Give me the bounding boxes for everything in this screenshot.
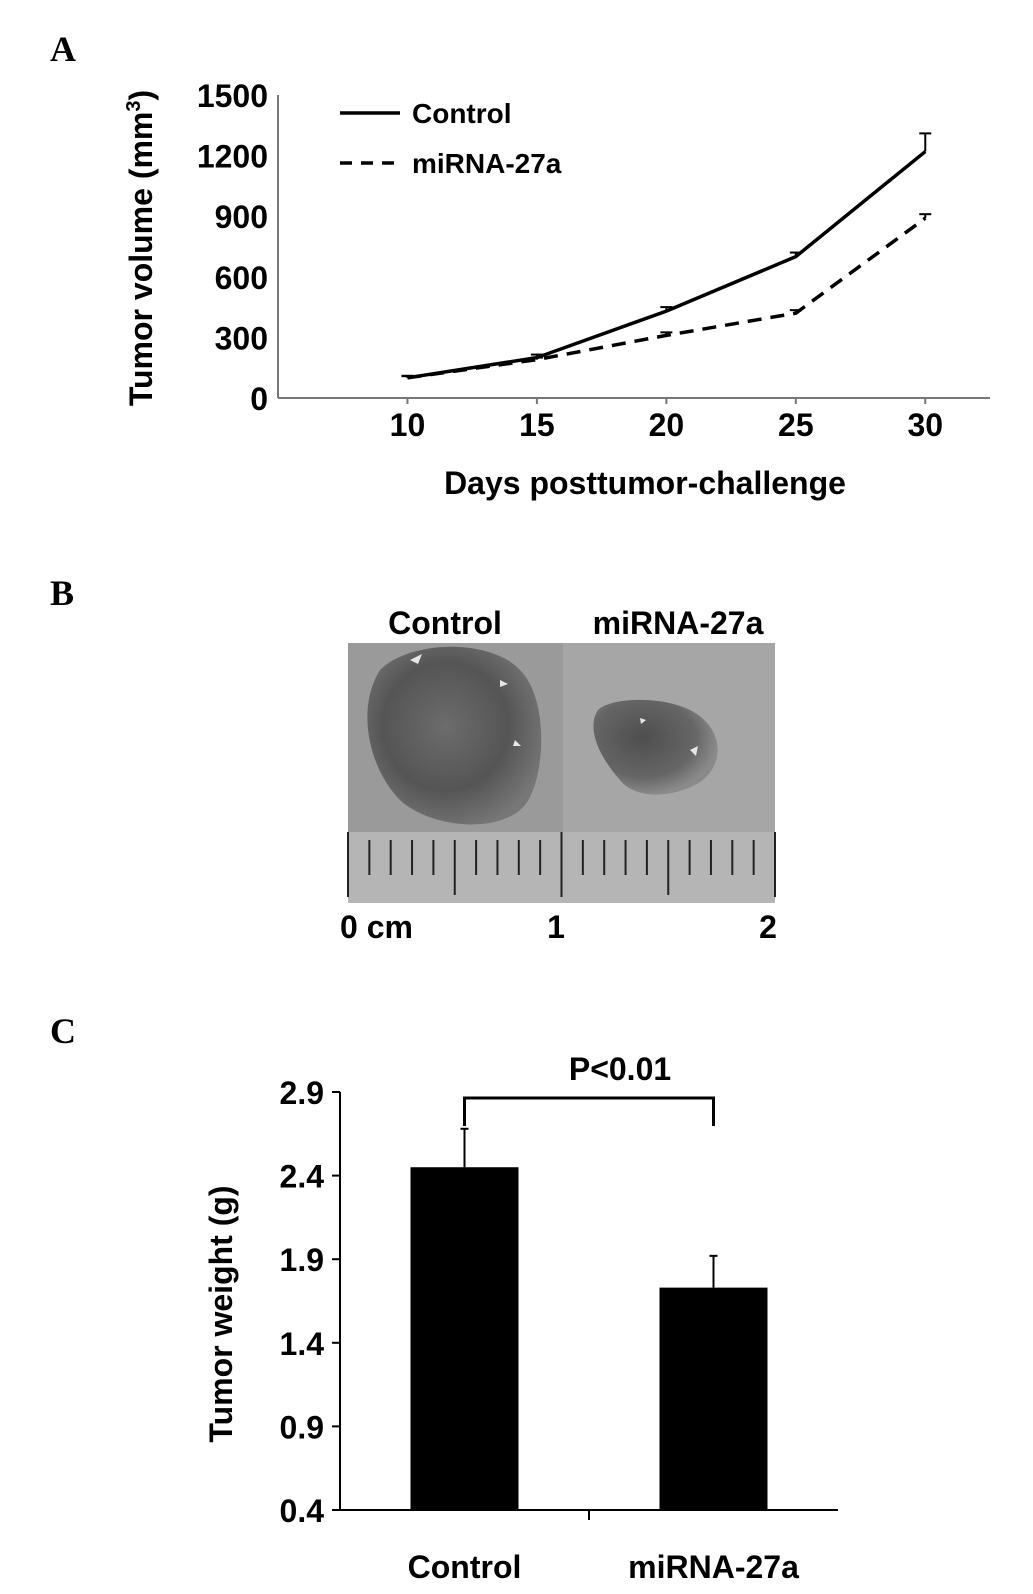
tumor-volume-line-chart: 0 300 600 900 1200 1500 10 15 20 25 30 Control miRN… bbox=[123, 78, 990, 501]
control-tumor-shape bbox=[367, 646, 542, 825]
x-tick-label: 10 bbox=[390, 407, 426, 443]
series-line-control bbox=[407, 150, 927, 380]
y-tick-label: 0 bbox=[250, 381, 268, 417]
x-tick-label: 20 bbox=[649, 407, 685, 443]
scale-label-1: 1 bbox=[547, 909, 565, 945]
x-tick-label: miRNA-27a bbox=[628, 1549, 799, 1585]
bar-control bbox=[410, 1167, 519, 1510]
y-tick-label: 0.9 bbox=[280, 1409, 324, 1445]
legend-label: Control bbox=[412, 98, 512, 129]
mirna-tumor-highlights bbox=[640, 718, 698, 756]
y-axis-label: Tumor weight (g) bbox=[203, 1185, 239, 1442]
y-tick-label: 600 bbox=[215, 260, 268, 296]
scale-label-0: 0 cm bbox=[340, 909, 413, 945]
y-tick-label: 0.4 bbox=[280, 1493, 325, 1529]
y-tick-label: 1500 bbox=[197, 78, 268, 114]
photo-label-mirna: miRNA-27a bbox=[593, 605, 764, 641]
significance-label: P<0.01 bbox=[569, 1051, 671, 1087]
bars bbox=[410, 1096, 768, 1510]
x-tick-label: 25 bbox=[778, 407, 814, 443]
x-tick-label: 15 bbox=[519, 407, 555, 443]
legend-label: miRNA-27a bbox=[412, 148, 562, 179]
x-tick-label: 30 bbox=[907, 407, 943, 443]
y-tick-label: 1.9 bbox=[280, 1242, 324, 1278]
series-line-mirna-27a bbox=[407, 216, 927, 380]
y-tick-label: 900 bbox=[215, 199, 268, 235]
ruler-ticks bbox=[347, 832, 776, 897]
panel-label-b: B bbox=[50, 573, 75, 613]
mirna-tumor-shape bbox=[593, 699, 718, 795]
y-tick-label: 2.4 bbox=[280, 1159, 325, 1195]
photo-label-control: Control bbox=[388, 605, 502, 641]
y-tick-label: 1.4 bbox=[280, 1326, 325, 1362]
y-tick-label: 2.9 bbox=[280, 1075, 324, 1111]
series-lines bbox=[401, 132, 932, 380]
axes: 0 300 600 900 1200 1500 10 15 20 25 30 bbox=[197, 78, 990, 443]
tumor-photo: Control miRNA-27a 0 cm 1 2 bbox=[340, 605, 777, 945]
significance-bracket bbox=[463, 1096, 715, 1126]
panel-label-a: A bbox=[50, 29, 76, 69]
panel-label-c: C bbox=[50, 1011, 76, 1051]
bar-mirna-27a bbox=[659, 1287, 768, 1510]
legend: Control miRNA-27a bbox=[340, 98, 562, 179]
x-axis-label: Days posttumor-challenge bbox=[444, 465, 846, 501]
scale-label-2: 2 bbox=[759, 909, 777, 945]
y-tick-label: 300 bbox=[215, 320, 268, 356]
y-tick-label: 1200 bbox=[197, 139, 268, 175]
y-axis-label: Tumor volume (mm3) bbox=[123, 90, 159, 406]
tumor-photo-panel: Control miRNA-27a 0 cm 1 2 bbox=[340, 600, 780, 950]
tumor-weight-bar-chart: 0.4 0.9 1.4 1.9 2.4 2.9 Control miRNA-27a Tumor… bbox=[203, 1051, 838, 1585]
x-tick-label: Control bbox=[408, 1549, 522, 1585]
